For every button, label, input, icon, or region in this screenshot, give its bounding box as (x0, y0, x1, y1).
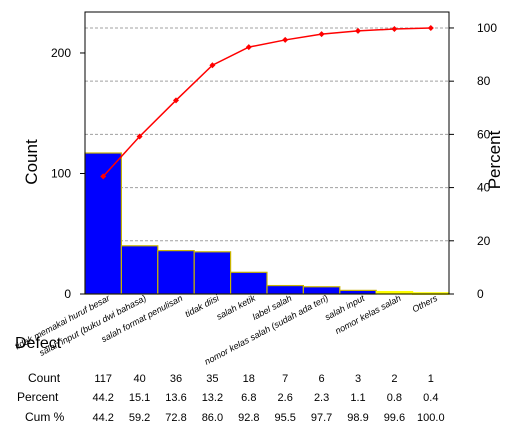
count-value: 117 (94, 373, 112, 385)
left-tick-label: 0 (64, 287, 71, 301)
cum-value: 44.2 (92, 412, 113, 424)
count-value: 36 (170, 373, 182, 385)
right-tick-label: 0 (477, 287, 484, 301)
bar (302, 286, 341, 295)
bar (339, 289, 377, 295)
left-tick-label: 200 (51, 46, 71, 60)
percent-value: 13.2 (202, 392, 223, 404)
right-tick-label: 40 (477, 181, 491, 195)
cumulative-point (355, 27, 361, 34)
count-row-label: Count (28, 371, 61, 385)
category-label: nomor kelas salah (333, 293, 402, 336)
left-tick-label: 100 (51, 166, 71, 180)
cum-value: 95.5 (274, 412, 295, 424)
cumulative-point (173, 97, 179, 104)
cum-value: 86.0 (202, 412, 223, 424)
count-value: 40 (133, 373, 145, 385)
cumulative-point (245, 44, 252, 51)
cum-value: 59.2 (129, 412, 150, 424)
summary-table: 117 40 36 35 18 7 6 3 2 1 44.2 15.1 13.6 13.2 6.8 2.6 2.… (92, 373, 444, 424)
cumulative-point (209, 62, 216, 69)
count-value: 6 (319, 373, 325, 385)
count-value: 1 (428, 373, 434, 385)
cum-value: 99.6 (384, 412, 405, 424)
percent-value: 0.8 (387, 392, 402, 404)
category-label: Others (410, 293, 439, 315)
percent-value: 6.8 (241, 392, 256, 404)
cum-row-label: Cum % (25, 410, 65, 424)
cum-value: 97.7 (311, 412, 332, 424)
cumulative-line (100, 24, 434, 180)
count-value: 7 (282, 373, 288, 385)
plot-frame (84, 11, 450, 295)
percent-value: 13.6 (165, 392, 186, 404)
right-tick-label: 60 (477, 127, 491, 141)
cumulative-point (427, 24, 434, 31)
count-value: 3 (355, 373, 361, 385)
percent-value: 2.6 (278, 392, 293, 404)
percent-value: 44.2 (92, 392, 113, 404)
percent-value: 1.1 (350, 392, 365, 404)
right-tick-label: 20 (477, 234, 491, 248)
right-tick-label: 80 (477, 74, 491, 88)
cum-value: 72.8 (165, 412, 186, 424)
count-value: 18 (243, 373, 255, 385)
defect-row-label: Defect (15, 335, 62, 352)
cumulative-polyline (102, 27, 431, 177)
gridlines (85, 27, 449, 242)
cumulative-point (136, 133, 143, 140)
count-value: 2 (391, 373, 397, 385)
y-axis-right-title: Percent (485, 130, 504, 189)
percent-value: 2.3 (314, 392, 329, 404)
bar (266, 284, 305, 295)
bars (84, 152, 450, 295)
axes: 0 20 40 60 80 100 0 100 200 (51, 21, 497, 301)
bar (120, 245, 159, 295)
cum-value: 100.0 (417, 412, 445, 424)
bar (157, 250, 195, 295)
bar (193, 251, 232, 295)
cum-value: 98.9 (347, 412, 368, 424)
y-axis-left-title: Count (22, 139, 41, 185)
cumulative-point (318, 31, 325, 38)
cumulative-point (391, 26, 398, 33)
percent-value: 15.1 (129, 392, 150, 404)
percent-value: 0.4 (423, 392, 438, 404)
bar (230, 271, 268, 295)
cumulative-point (282, 36, 289, 43)
right-tick-label: 100 (477, 21, 497, 35)
category-label: salah ketik (215, 293, 258, 322)
cumulative-point (100, 173, 107, 180)
cum-value: 92.8 (238, 412, 259, 424)
count-value: 35 (206, 373, 218, 385)
percent-row-label: Percent (17, 390, 59, 404)
